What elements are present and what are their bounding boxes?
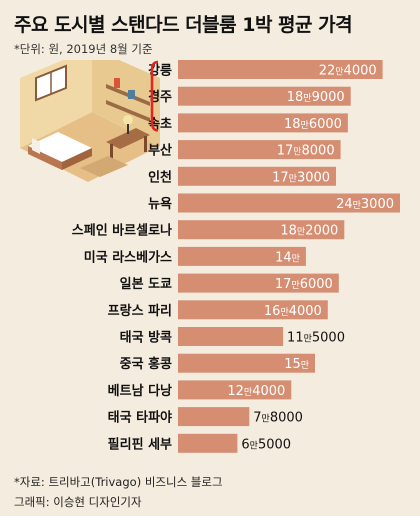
lamp-icon (123, 115, 133, 125)
bar (178, 300, 328, 320)
value-label: 17만6000 (275, 277, 333, 292)
category-label: 중국 홍콩 (120, 356, 172, 372)
bar-group: 미국 라스베가스 14만 (84, 246, 306, 266)
bar (178, 246, 306, 266)
value-label: 22만4000 (319, 64, 377, 79)
bar (178, 60, 383, 79)
room-right-wall (92, 60, 160, 146)
value-label: 18만2000 (280, 224, 338, 239)
value-label: 17만8000 (277, 144, 335, 159)
value-label: 7만8000 (253, 411, 303, 426)
source-note: *자료: 트리바고(Trivago) 비즈니스 블로그 (14, 475, 223, 489)
bar-group: 뉴욕 24만3000 (148, 193, 400, 213)
bar-group: 부산 17만8000 (148, 140, 341, 160)
category-label: 경주 (148, 89, 172, 105)
category-label: 뉴욕 (148, 196, 172, 212)
bar (178, 166, 336, 186)
bar-group: 필리핀 세부 6만5000 (108, 433, 291, 453)
category-label: 프랑스 파리 (108, 303, 172, 319)
value-label: 18만9000 (287, 90, 345, 105)
highlight-bracket (150, 60, 159, 132)
bar-group: 중국 홍콩 15만 (120, 353, 315, 373)
bar (178, 327, 284, 346)
value-label: 6만5000 (241, 437, 291, 452)
value-label: 11만5000 (287, 331, 345, 346)
desk-icon (106, 128, 150, 149)
category-label: 인천 (148, 169, 172, 185)
category-label: 태국 타파야 (108, 410, 172, 426)
bar (178, 140, 341, 160)
bar-group: 베트남 다낭 12만4000 (108, 380, 292, 400)
bar (178, 433, 238, 453)
value-label: 24만3000 (336, 197, 394, 212)
category-label: 필리핀 세부 (108, 436, 172, 452)
category-label: 미국 라스베가스 (84, 249, 172, 265)
rug-icon (80, 156, 128, 177)
bar-group: 인천 17만3000 (148, 166, 336, 186)
credit-note: 그래픽: 이승현 디자인기자 (14, 495, 142, 509)
bar (178, 353, 315, 373)
value-label: 15만 (284, 357, 309, 372)
bar-group: 태국 타파야 7만8000 (108, 407, 303, 427)
bar-group: 일본 도쿄 17만6000 (120, 273, 339, 293)
value-label: 18만6000 (284, 117, 342, 132)
category-label: 베트남 다낭 (108, 383, 172, 399)
bar (178, 193, 400, 213)
bar-group: 태국 방콕 11만5000 (120, 327, 345, 346)
room-illustration (20, 60, 160, 182)
bar-group: 속초 18만6000 (148, 113, 348, 133)
bar (178, 86, 351, 106)
bar (178, 273, 339, 293)
bar-group: 프랑스 파리 16만4000 (108, 300, 328, 320)
unit-note: *단위: 원, 2019년 8월 기준 (14, 42, 153, 56)
category-label: 일본 도쿄 (120, 277, 172, 292)
chart-title: 주요 도시별 스탠다드 더블룸 1박 평균 가격 (14, 14, 353, 36)
bed-icon (28, 132, 92, 162)
bar (178, 407, 250, 427)
category-label: 부산 (148, 143, 172, 159)
bar-group: 경주 18만9000 (148, 86, 351, 106)
value-label: 16만4000 (264, 304, 322, 319)
bar (178, 220, 345, 240)
bar-group: 스페인 바르셀로나 18만2000 (72, 220, 345, 240)
category-label: 스페인 바르셀로나 (72, 223, 172, 239)
value-label: 17만3000 (272, 170, 330, 185)
bar (178, 113, 348, 133)
category-label: 강릉 (148, 63, 172, 79)
category-label: 태국 방콕 (120, 330, 172, 346)
bar-group: 강릉 22만4000 (148, 60, 383, 79)
value-label: 14만 (275, 250, 300, 265)
bar (178, 380, 292, 400)
value-label: 12만4000 (227, 384, 285, 399)
